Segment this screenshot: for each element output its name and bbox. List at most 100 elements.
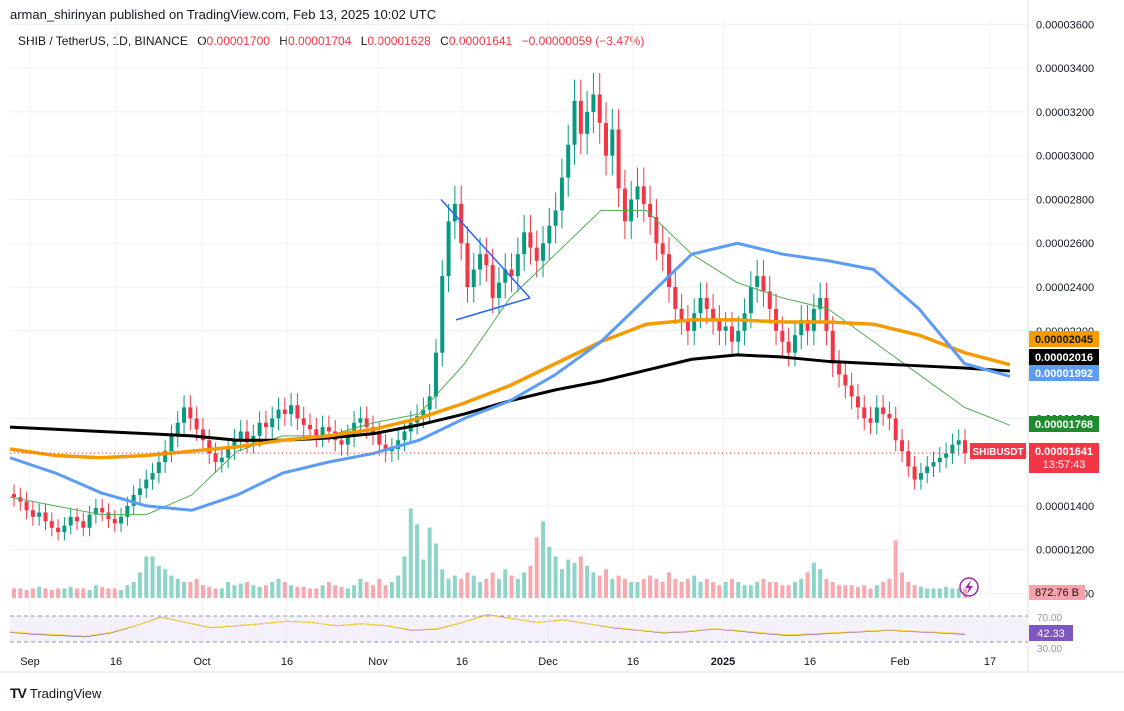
candle-body	[131, 494, 136, 506]
ma-orange-line	[9, 318, 1011, 460]
volume-bar	[150, 556, 155, 598]
volume-bar	[780, 585, 785, 598]
volume-bar	[931, 588, 936, 598]
candle-body	[144, 479, 149, 489]
moving-averages	[9, 209, 1011, 516]
volume-bar	[956, 588, 961, 598]
brand-name[interactable]: TradingView	[29, 685, 102, 701]
candle-body	[591, 94, 596, 112]
candle-body	[648, 203, 653, 217]
candle-body	[377, 433, 382, 445]
price-tick-label: 0.00003000	[1036, 151, 1094, 163]
candle-body	[578, 100, 583, 134]
candle-body	[226, 448, 231, 458]
volume-bar	[654, 578, 659, 598]
candle-body	[572, 100, 577, 145]
candle-body	[345, 435, 350, 445]
candle-body	[666, 254, 671, 288]
volume-bar	[629, 582, 634, 598]
volume-bar	[251, 585, 256, 598]
candle-body	[106, 512, 111, 520]
candle-body	[849, 385, 854, 397]
volume-bar	[950, 588, 955, 598]
candle-body	[792, 335, 797, 353]
high-key: H	[279, 34, 288, 48]
volume-bar	[175, 578, 180, 598]
candle-body	[742, 313, 747, 331]
candle-body	[37, 512, 42, 517]
candle-body	[635, 186, 640, 200]
volume-bar	[295, 586, 300, 598]
candle-body	[119, 516, 124, 524]
volume-bar	[553, 556, 558, 598]
time-tick-label: 16	[804, 656, 816, 668]
volume-bar	[452, 575, 457, 598]
price-tag-bg	[1029, 331, 1099, 347]
ticker-chip-bg	[970, 443, 1026, 459]
lightning-icon[interactable]	[959, 577, 979, 597]
volume-bar	[742, 585, 747, 598]
volume-bar	[811, 562, 816, 598]
volume-bar	[717, 585, 722, 598]
candle-body	[308, 424, 313, 430]
candle-body	[541, 243, 546, 261]
candle-body	[837, 363, 842, 375]
rsi-value: 42.33	[1037, 628, 1065, 640]
candle-body	[471, 269, 476, 288]
candle-body	[893, 418, 898, 441]
candle-body	[276, 409, 281, 419]
volume-bar	[572, 562, 577, 598]
volume-bar	[963, 588, 967, 598]
rsi-lower-label: 30.00	[1037, 644, 1062, 655]
candle-body	[364, 418, 369, 428]
volume-bar	[855, 586, 860, 598]
volume-bar	[18, 588, 23, 598]
candle-body	[818, 297, 823, 309]
candle-body	[93, 508, 98, 515]
volume-bar	[849, 585, 854, 598]
volume-bar	[119, 590, 124, 598]
volume-bar	[673, 578, 678, 598]
candle-body	[169, 435, 174, 452]
price-tag: 0.00002016	[1035, 352, 1093, 364]
volume-bar	[396, 575, 401, 598]
candle-body	[175, 422, 180, 436]
volume-bar	[591, 572, 596, 598]
volume-bar	[704, 578, 709, 598]
candle-body	[780, 330, 785, 342]
candle-body	[232, 440, 237, 449]
candle-body	[484, 254, 489, 266]
volume-bar	[93, 585, 98, 598]
candle-body	[515, 254, 520, 277]
price-tick-label: 0.00002800	[1036, 194, 1094, 206]
volume-bar	[711, 582, 716, 598]
volume-bar	[578, 556, 583, 598]
volume-bar	[207, 586, 212, 598]
price-tick-label: 0.00003600	[1036, 19, 1094, 31]
candle-body	[396, 440, 401, 449]
volume-bar	[622, 578, 627, 598]
candle-body	[698, 297, 703, 314]
time-tick-label: Sep	[20, 656, 40, 668]
price-tick-label: 0.00001400	[1036, 501, 1094, 513]
tradingview-logo-icon[interactable]: TV	[10, 685, 27, 701]
symbol-label[interactable]: SHIB / TetherUS, 1D, BINANCE	[18, 34, 188, 48]
candle-body	[937, 457, 942, 463]
volume-bar	[427, 527, 432, 598]
candle-body	[188, 407, 193, 419]
volume-bar	[100, 586, 105, 598]
candle-body	[49, 521, 54, 528]
volume-bar	[837, 585, 842, 598]
candle-body	[326, 427, 331, 432]
candle-body	[622, 188, 627, 222]
volume-bar	[465, 572, 470, 598]
ma-green-line	[9, 209, 1011, 516]
volume-bar	[755, 582, 760, 598]
volume-bar	[245, 582, 250, 598]
volume-bar	[698, 582, 703, 598]
volume-bar	[421, 559, 426, 598]
candle-body	[314, 429, 319, 436]
volume-bar	[345, 588, 350, 598]
time-tick-label: 17	[984, 656, 996, 668]
